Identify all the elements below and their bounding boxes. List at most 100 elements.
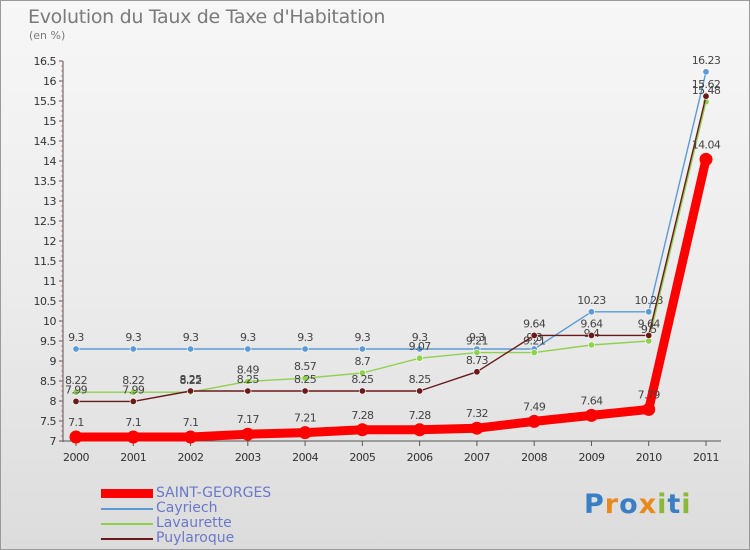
data-label: 7.1 [125, 416, 141, 429]
data-point [301, 374, 309, 382]
x-tick-label: 2006 [407, 451, 433, 464]
legend-swatch [101, 508, 153, 510]
series-line-cayriech [76, 71, 707, 350]
data-point [470, 421, 484, 435]
x-tick-label: 2003 [235, 451, 261, 464]
data-point [642, 402, 656, 416]
data-point [699, 152, 713, 166]
data-point [416, 345, 424, 353]
y-tick-label: 9.5 [40, 335, 56, 348]
data-label: 7.49 [523, 400, 546, 413]
legend-swatch [101, 523, 153, 525]
x-tick-label: 2002 [178, 451, 204, 464]
y-tick-label: 14 [43, 155, 56, 168]
logo-letter: i [657, 489, 668, 520]
chart-title: Evolution du Taux de Taxe d'Habitation [28, 6, 386, 28]
data-label: 7.99 [122, 383, 145, 396]
data-label: 7.79 [638, 388, 661, 401]
data-label: 8.25 [294, 373, 317, 386]
data-label: 9.3 [68, 331, 84, 344]
y-tick-label: 10.5 [34, 295, 57, 308]
logo-letter: P [584, 489, 605, 520]
data-label: 9.5 [641, 323, 657, 336]
data-point [244, 387, 252, 395]
data-point [72, 397, 80, 405]
y-tick-label: 16 [43, 75, 56, 88]
data-label: 8.22 [122, 374, 144, 387]
data-label: 7.28 [409, 409, 432, 422]
data-point [126, 430, 140, 444]
data-label: 7.28 [351, 409, 374, 422]
data-label: 9.21 [523, 335, 545, 348]
data-point [241, 427, 255, 441]
data-label: 15.62 [692, 78, 721, 91]
data-label: 9.3 [412, 331, 428, 344]
data-label: 9.3 [125, 331, 141, 344]
legend-swatch [101, 489, 153, 498]
y-tick-label: 7.5 [40, 415, 56, 428]
data-point [587, 331, 595, 339]
data-label: 7.17 [237, 413, 260, 426]
x-tick-label: 2011 [693, 451, 719, 464]
legend-label: Lavaurette [156, 515, 232, 531]
data-point [129, 388, 137, 396]
data-label: 8.22 [65, 374, 87, 387]
data-point [530, 331, 538, 339]
x-tick-label: 2010 [636, 451, 662, 464]
data-label: 8.25 [179, 373, 202, 386]
data-point [358, 369, 366, 377]
data-label: 9.07 [409, 340, 432, 353]
y-tick-label: 8 [50, 395, 57, 408]
data-point [187, 345, 195, 353]
data-label: 14.04 [692, 138, 721, 151]
data-label: 8.22 [179, 374, 201, 387]
y-tick-label: 11 [43, 275, 56, 288]
y-tick-label: 16.5 [34, 55, 57, 68]
y-tick-label: 15.5 [34, 95, 57, 108]
data-label: 15.48 [692, 84, 721, 97]
x-tick-label: 2001 [120, 451, 146, 464]
data-point [530, 349, 538, 357]
y-tick-label: 9 [50, 355, 57, 368]
data-label: 7.21 [294, 412, 316, 425]
data-label: 8.25 [409, 373, 432, 386]
data-label: 9.3 [183, 331, 199, 344]
proxiti-logo: Proxiti [584, 489, 692, 520]
logo-letter: r [604, 489, 620, 520]
data-label: 10.23 [577, 294, 606, 307]
legend-swatch [101, 538, 153, 540]
legend-label: Cayriech [156, 500, 218, 516]
data-point [129, 397, 137, 405]
y-tick-label: 12.5 [34, 215, 57, 228]
data-label: 8.7 [355, 355, 371, 368]
data-label: 7.1 [183, 416, 199, 429]
data-label: 7.64 [580, 394, 603, 407]
data-point [645, 308, 653, 316]
data-label: 9.3 [240, 331, 256, 344]
data-point [187, 387, 195, 395]
logo-letter: i [681, 489, 692, 520]
legend-label: SAINT-GEORGES [156, 485, 272, 501]
series-line-puylaroque [76, 96, 707, 403]
y-tick-label: 13.5 [34, 175, 57, 188]
data-point [355, 423, 369, 437]
data-label: 8.49 [237, 363, 260, 376]
data-point [584, 408, 598, 422]
data-point [527, 414, 541, 428]
logo-letter: x [638, 489, 658, 520]
legend-label: Puylaroque [156, 530, 235, 546]
data-point [244, 345, 252, 353]
data-point [184, 430, 198, 444]
x-tick-label: 2000 [63, 451, 89, 464]
data-point [645, 331, 653, 339]
data-point [298, 426, 312, 440]
data-point [244, 377, 252, 385]
y-tick-label: 13 [43, 195, 56, 208]
x-tick-label: 2008 [521, 451, 547, 464]
data-label: 9.64 [580, 317, 603, 330]
data-label: 16.23 [692, 54, 721, 67]
y-tick-label: 11.5 [34, 255, 57, 268]
data-label: 7.1 [68, 416, 84, 429]
data-label: 9.3 [297, 331, 313, 344]
